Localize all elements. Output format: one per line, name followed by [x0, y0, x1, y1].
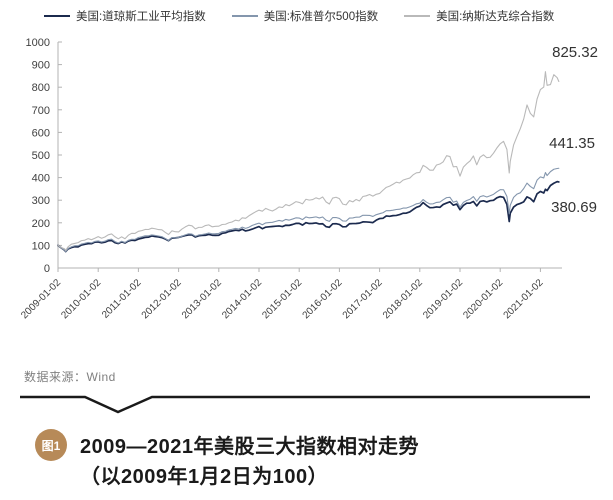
svg-text:2016-01-02: 2016-01-02: [301, 277, 345, 321]
svg-text:2020-01-02: 2020-01-02: [461, 277, 505, 321]
legend-label-dow: 美国:道琼斯工业平均指数: [76, 11, 206, 23]
caption-line-1: 2009—2021年美股三大指数相对走势: [80, 436, 419, 458]
svg-text:2021-01-02: 2021-01-02: [502, 277, 546, 321]
figure-badge: 图1: [35, 429, 67, 461]
svg-text:2009-01-02: 2009-01-02: [19, 277, 63, 321]
svg-text:200: 200: [32, 218, 50, 230]
svg-text:400: 400: [32, 173, 50, 185]
legend-line-swatch-dow: [44, 14, 70, 18]
svg-text:2011-01-02: 2011-01-02: [100, 277, 144, 321]
data-source-text: 数据来源：Wind: [24, 370, 116, 384]
legend-item-sp500: 美国:标准普尔500指数: [231, 8, 379, 24]
svg-text:600: 600: [32, 127, 50, 139]
svg-text:2017-01-02: 2017-01-02: [341, 277, 385, 321]
legend-label-nasdaq: 美国:纳斯达克综合指数: [436, 11, 555, 23]
legend-item-nasdaq: 美国:纳斯达克综合指数: [404, 8, 554, 24]
svg-text:1000: 1000: [26, 37, 50, 49]
legend-label-sp500: 美国:标准普尔500指数: [263, 11, 379, 23]
figure-caption: 2009—2021年美股三大指数相对走势 （以2009年1月2日为100）: [80, 432, 419, 492]
svg-text:0: 0: [44, 263, 50, 275]
caption-line-2: （以2009年1月2日为100）: [80, 466, 329, 488]
svg-text:2019-01-02: 2019-01-02: [421, 277, 465, 321]
svg-text:2015-01-02: 2015-01-02: [260, 277, 304, 321]
svg-text:380.69: 380.69: [551, 199, 597, 216]
svg-text:825.32: 825.32: [552, 44, 598, 61]
svg-text:100: 100: [32, 240, 50, 252]
svg-text:2012-01-02: 2012-01-02: [140, 277, 184, 321]
legend-line-swatch-nasdaq: [404, 15, 431, 17]
svg-text:800: 800: [32, 82, 50, 94]
line-chart: 0 100 200 300 400 500 600 700 800 900 1000 2009-01-…: [19, 37, 598, 321]
data-source-label: 数据来源：Wind: [24, 368, 116, 385]
svg-text:900: 900: [32, 60, 50, 72]
svg-text:441.35: 441.35: [549, 135, 595, 152]
svg-text:2018-01-02: 2018-01-02: [381, 277, 425, 321]
svg-text:300: 300: [32, 195, 50, 207]
legend-line-swatch-sp500: [231, 15, 258, 17]
chart-legend: 美国:道琼斯工业平均指数 美国:标准普尔500指数 美国:纳斯达克综合指数: [44, 8, 554, 24]
legend-item-dow-jones: 美国:道琼斯工业平均指数: [44, 8, 206, 24]
svg-text:2013-01-02: 2013-01-02: [180, 277, 224, 321]
separator-line: [20, 395, 590, 414]
svg-text:2010-01-02: 2010-01-02: [59, 277, 103, 321]
svg-text:700: 700: [32, 105, 50, 117]
svg-text:2014-01-02: 2014-01-02: [220, 277, 264, 321]
svg-text:500: 500: [32, 150, 50, 162]
